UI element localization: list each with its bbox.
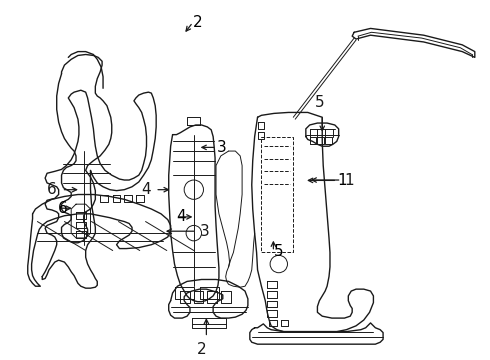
Text: 2: 2 — [197, 342, 206, 357]
Text: 1: 1 — [337, 173, 347, 188]
Text: 3: 3 — [199, 224, 209, 239]
Text: 1: 1 — [344, 172, 354, 188]
Text: 5: 5 — [315, 95, 324, 109]
Text: 6: 6 — [58, 201, 68, 216]
Text: 4: 4 — [176, 210, 186, 224]
Text: 4: 4 — [142, 182, 151, 197]
Text: 2: 2 — [193, 15, 202, 30]
Text: 3: 3 — [217, 140, 226, 155]
Text: 5: 5 — [273, 244, 283, 259]
Text: 6: 6 — [47, 182, 57, 197]
